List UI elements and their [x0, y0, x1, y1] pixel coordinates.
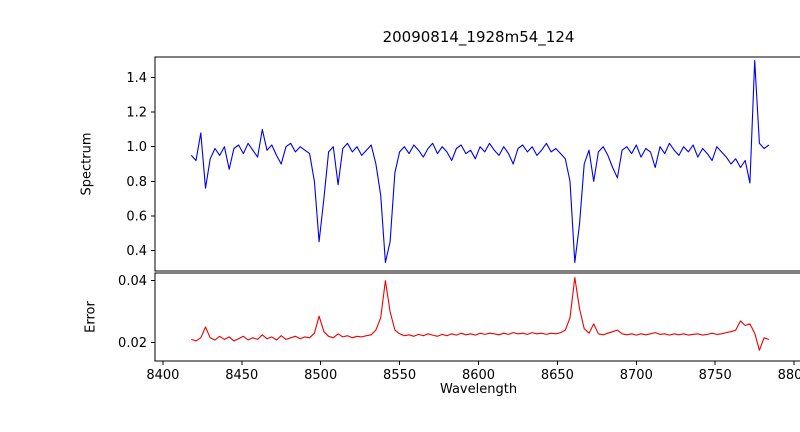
spectrum-line — [190, 59, 770, 263]
y-tick-label: 1.2 — [126, 106, 147, 121]
x-tick-label: 8750 — [699, 368, 732, 383]
x-tick-label: 8450 — [225, 368, 258, 383]
x-tick-label: 8400 — [146, 368, 179, 383]
chart-title: 20090814_1928m54_124 — [382, 28, 575, 46]
y-tick-label: 1.0 — [126, 140, 147, 155]
error-line — [191, 277, 770, 351]
spectrum-figure: 20090814_1928m54_124 Spectrum Error Wave… — [40, 16, 800, 416]
x-axis-label: Wavelength — [439, 382, 518, 397]
x-tick-label: 8600 — [462, 368, 495, 383]
y-tick-label: 0.8 — [126, 175, 147, 190]
x-tick-label: 8550 — [383, 368, 416, 383]
x-tick-label: 8800 — [778, 368, 800, 383]
x-tick-label: 8500 — [304, 368, 337, 383]
y-tick-label: 0.6 — [126, 209, 147, 224]
y-tick-label: 0.4 — [126, 244, 147, 259]
x-tick-label: 8700 — [620, 368, 653, 383]
axes-frame-1 — [154, 272, 800, 362]
y-axis-label-spectrum: Spectrum — [79, 132, 95, 196]
y-tick-label: 0.02 — [118, 336, 147, 351]
plot-canvas: 0.4 0.6 0.8 1.0 1.2 1.4 0.02 0.04 8400 8450 8500 85… — [118, 56, 800, 383]
y-tick-label: 0.04 — [118, 274, 147, 289]
x-tick-label: 8650 — [541, 368, 574, 383]
axes-frame-0 — [154, 56, 800, 272]
y-axis-label-error: Error — [83, 301, 99, 333]
y-tick-label: 1.4 — [126, 71, 147, 86]
